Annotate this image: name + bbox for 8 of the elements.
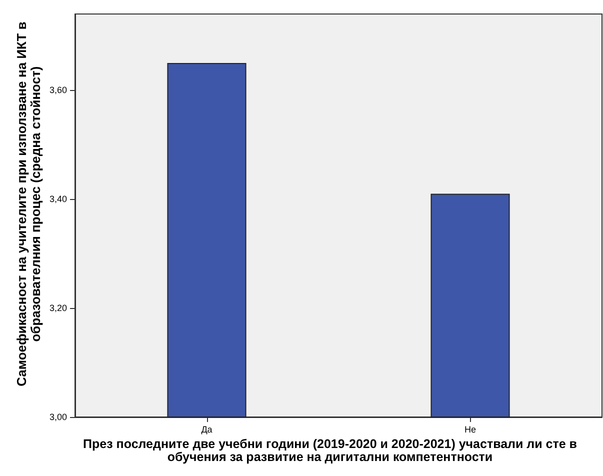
x-tick-label: Да [201,424,212,434]
y-tick-label: 3,00 [49,412,67,422]
y-tick-label: 3,20 [49,303,67,314]
y-tick-label: 3,60 [49,85,67,96]
x-tick-label: Не [464,424,476,434]
x-axis-title: През последните две учебни години (2019-2020 и 2020-2021) участвали ли сте в обучения за развитие на дигитални компетентности [82,437,578,464]
y-axis-title: Самоефикасност на учителите при използване на ИКТ в образователния процес (средна стойност) [14,20,43,388]
y-tick-label: 3,40 [49,194,67,204]
